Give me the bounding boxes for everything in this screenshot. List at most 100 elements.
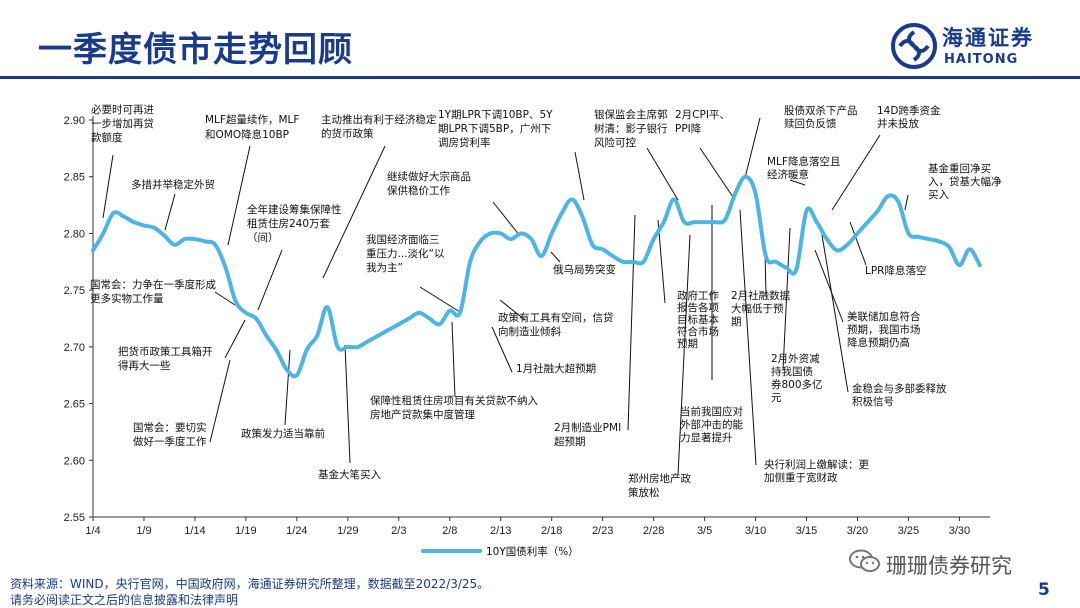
annotation-line: 积极信号 bbox=[852, 395, 894, 408]
annotation-n24: 2月外资减持我国债券800多亿元 bbox=[771, 353, 823, 404]
annotation-leader-n17 bbox=[214, 291, 236, 306]
annotation-line: 大幅低于预 bbox=[731, 302, 784, 315]
annotation-leader-n24 bbox=[782, 227, 791, 371]
annotation-n07: 2月CPI平、 PPI降 bbox=[675, 109, 730, 135]
annotation-line: 降息预期仍高 bbox=[847, 336, 910, 349]
annotation-line: 继续做好大宗商品 bbox=[387, 170, 471, 183]
annotation-line: 目标基本 bbox=[677, 313, 719, 326]
x-tick-label: 2/23 bbox=[592, 525, 613, 537]
annotation-leader-n09 bbox=[831, 134, 881, 211]
annotation-line: 央行利润上缴解读：更 bbox=[764, 458, 869, 471]
logo-chinese-name: 海通证券 bbox=[942, 25, 1034, 50]
annotation-line: 14D跨季资金 bbox=[877, 104, 941, 117]
chart-series bbox=[91, 174, 982, 379]
annotation-line: 元 bbox=[771, 392, 782, 404]
x-tick-label: 1/19 bbox=[235, 525, 256, 537]
annotation-line: 郑州房地产政 bbox=[628, 472, 691, 485]
annotation-leader-n20 bbox=[814, 249, 844, 323]
annotation-leader-n25 bbox=[821, 234, 849, 393]
annotation-line: 租赁住房240万套 bbox=[247, 217, 331, 230]
annotation-leader-n01 bbox=[102, 154, 114, 219]
bond-yield-chart: 2.90 2.85 2.80 2.75 2.70 2.65 2.60 2.551/4 1/9 1/… bbox=[64, 103, 1002, 558]
x-tick-label: 2/18 bbox=[541, 525, 562, 537]
annotation-line: 银保监会主席郭 bbox=[594, 108, 668, 121]
x-tick-label: 3/5 bbox=[697, 525, 712, 537]
annotation-n22: 把货币政策工具箱开得再大一些 bbox=[118, 345, 213, 372]
x-tick-label: 1/9 bbox=[136, 525, 151, 537]
annotation-line: 2月社融数据 bbox=[731, 289, 791, 302]
annotation-line: 当前我国应对 bbox=[680, 405, 743, 418]
annotation-line: MLF降息落空且 bbox=[767, 155, 840, 168]
annotation-line: （间） bbox=[247, 231, 279, 244]
annotation-line: 得再大一些 bbox=[118, 359, 171, 372]
annotation-line: 策放松 bbox=[628, 486, 660, 499]
annotation-n09: 14D跨季资金并未投放 bbox=[877, 104, 941, 130]
annotation-line: 加侧重于宽财政 bbox=[764, 471, 838, 484]
annotation-line: MLF超量续作，MLF bbox=[205, 113, 299, 126]
watermark-text: 珊珊债券研究 bbox=[886, 554, 1012, 578]
annotation-leaders bbox=[102, 117, 909, 476]
annotation-line: 经济暖意 bbox=[767, 168, 809, 181]
wechat-watermark: 珊珊债券研究 bbox=[848, 548, 1048, 578]
disclaimer: 请务必阅读正文之后的信息披露和法律声明 bbox=[10, 593, 239, 607]
annotation-n33: 郑州房地产政策放松 bbox=[628, 472, 691, 499]
haitong-emblem-icon bbox=[891, 23, 937, 69]
annotation-leader-n28 bbox=[209, 359, 231, 443]
annotation-line: 1月社融大超预期 bbox=[516, 362, 596, 375]
annotation-n04: 主动推出有利于经济稳定的货币政策 bbox=[321, 113, 437, 140]
annotation-line: 持我国债 bbox=[771, 365, 813, 378]
annotation-n01: 必要时可再进一步增加再贷款额度 bbox=[91, 103, 154, 144]
annotation-leader-n06 bbox=[646, 147, 679, 201]
source-note: 资料来源：WIND，央行官网，中国政府网，海通证券研究所整理，数据截至2022/… bbox=[10, 577, 490, 591]
x-tick-label: 2/13 bbox=[490, 525, 511, 537]
x-tick-label: 2/8 bbox=[442, 525, 457, 537]
x-tick-label: 1/14 bbox=[184, 525, 205, 537]
annotation-n11: 基金重回净买入，贷基大幅净买入 bbox=[928, 162, 1002, 201]
annotation-n21: 政策有工具有空间，信贷向制造业倾斜 bbox=[498, 311, 614, 338]
annotation-n20: 美联储加息符合预期，我国市场降息预期仍高 bbox=[847, 310, 921, 349]
annotation-n32: 基金大笔买入 bbox=[318, 468, 381, 481]
annotation-line: 2月CPI平、 bbox=[675, 109, 730, 121]
x-tick-label: 3/30 bbox=[949, 525, 970, 537]
annotation-line: 房地产贷款集中度管理 bbox=[370, 408, 475, 421]
annotation-line: 把货币政策工具箱开 bbox=[118, 345, 213, 358]
annotation-leader-n30 bbox=[627, 214, 636, 431]
annotation-leader-n05 bbox=[574, 151, 585, 201]
annotation-line: 必要时可再进 bbox=[91, 103, 154, 116]
annotation-line: 全年建设筹集保障性 bbox=[247, 203, 342, 216]
annotation-line: 向制造业倾斜 bbox=[498, 325, 561, 338]
annotation-line: 的货币政策 bbox=[321, 127, 374, 140]
annotation-leader-n12 bbox=[492, 201, 521, 237]
annotation-line: 树清：影子银行 bbox=[594, 122, 668, 135]
annotation-line: 力显著提升 bbox=[680, 431, 733, 444]
annotation-leader-n13 bbox=[257, 249, 283, 311]
annotation-leader-n21 bbox=[499, 299, 526, 321]
annotation-n26: 保障性租赁住房项目有关贷款不纳入房地产贷款集中度管理 bbox=[370, 394, 538, 421]
y-tick-label: 2.70 bbox=[64, 342, 85, 354]
title-divider bbox=[0, 76, 1080, 79]
annotation-line: 2月制造业PMI bbox=[554, 421, 621, 434]
slide-title: 一季度债市走势回顾 bbox=[38, 30, 353, 70]
annotation-line: 和OMO降息10BP bbox=[205, 128, 289, 141]
wechat-icon bbox=[849, 549, 880, 572]
annotation-line: 并未投放 bbox=[877, 117, 919, 130]
annotation-leader-n14 bbox=[419, 286, 461, 313]
annotation-line: 预期，我国市场 bbox=[847, 323, 921, 336]
annotation-line: 一步增加再贷 bbox=[91, 117, 154, 130]
annotation-n16: LPR降息落空 bbox=[865, 264, 926, 277]
annotation-leader-n31 bbox=[739, 209, 757, 466]
legend-label: 10Y国债利率（%） bbox=[486, 545, 579, 558]
y-tick-label: 2.55 bbox=[64, 512, 85, 524]
annotation-leader-n10 bbox=[789, 179, 806, 186]
annotation-line: 符合市场 bbox=[677, 325, 719, 338]
yield-line bbox=[91, 174, 982, 379]
x-tick-label: 1/29 bbox=[337, 525, 358, 537]
annotation-line: PPI降 bbox=[675, 122, 702, 135]
x-tick-label: 3/10 bbox=[745, 525, 766, 537]
y-tick-label: 2.75 bbox=[64, 285, 85, 297]
annotation-n13: 全年建设筹集保障性租赁住房240万套（间） bbox=[247, 203, 342, 244]
annotation-n10: MLF降息落空且经济暖意 bbox=[767, 155, 840, 181]
annotation-n14: 我国经济面临三重压力...淡化“以我为主” bbox=[366, 233, 445, 274]
annotation-line: 预期 bbox=[677, 338, 698, 350]
annotation-n02: 多措并举稳定外贸 bbox=[131, 178, 215, 191]
